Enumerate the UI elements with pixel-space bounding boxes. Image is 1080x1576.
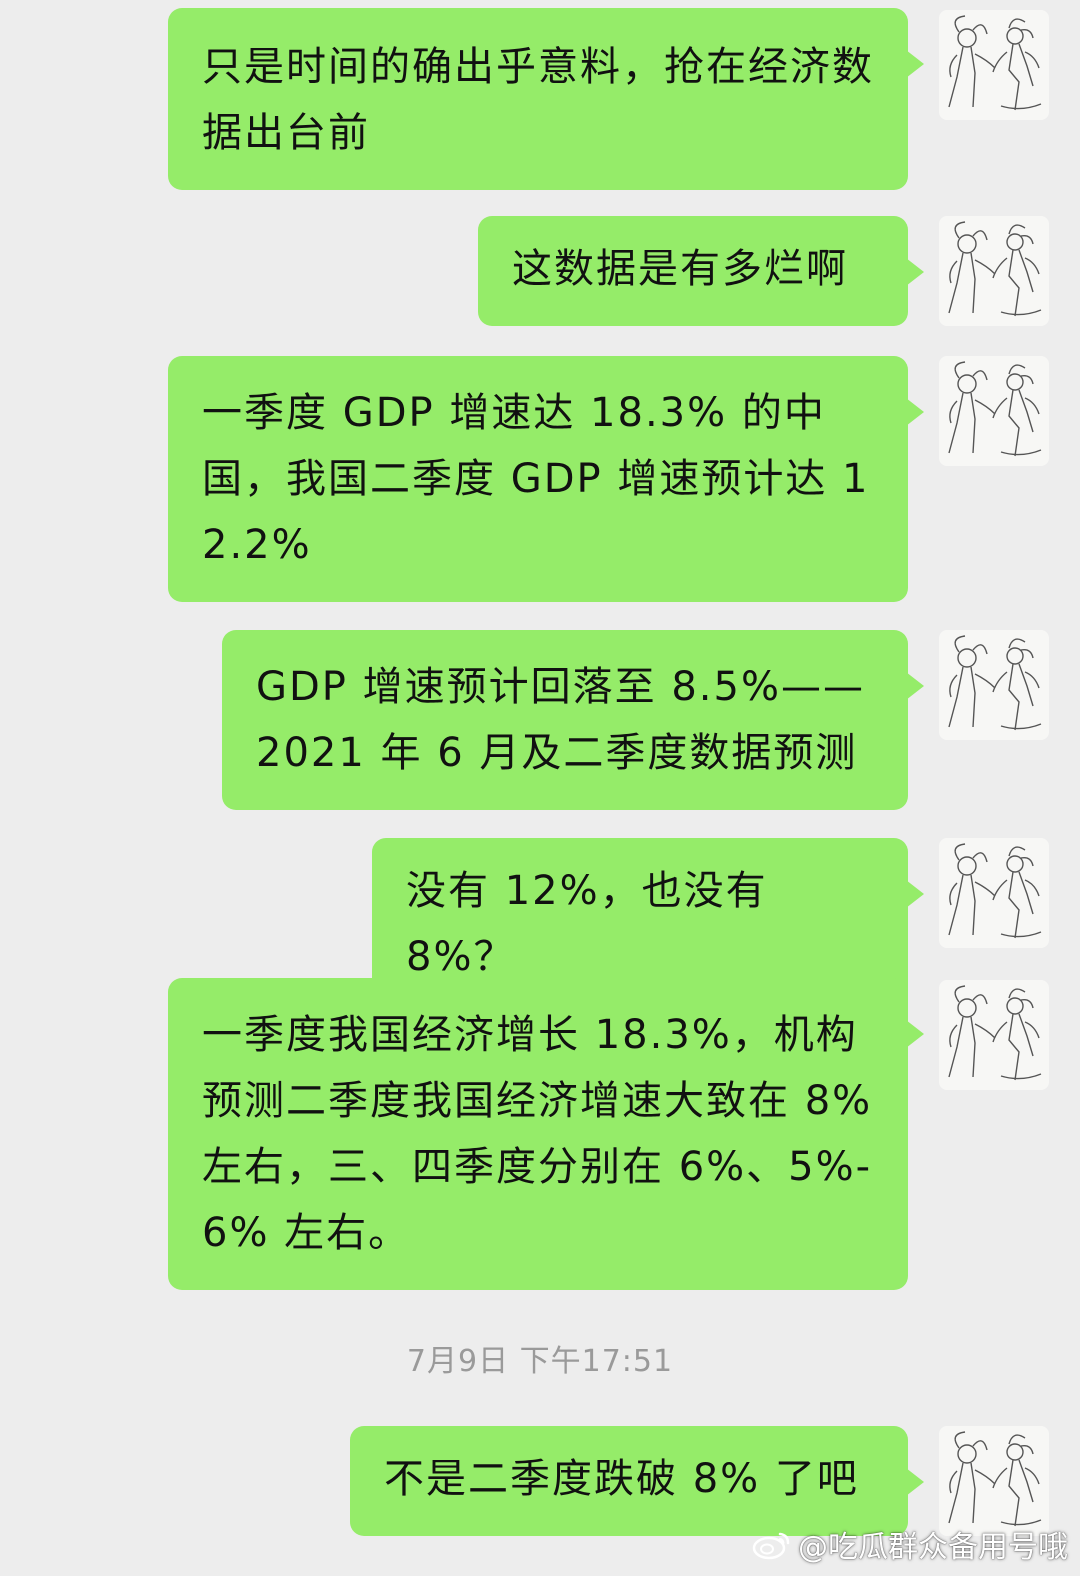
avatar[interactable] bbox=[939, 216, 1049, 326]
message-text: 一季度 GDP 增速达 18.3% 的中国，我国二季度 GDP 增速预计达 12… bbox=[202, 390, 870, 568]
avatar-sketch-icon bbox=[948, 15, 1042, 111]
avatar-sketch-icon bbox=[948, 361, 1042, 457]
message-bubble[interactable]: 这数据是有多烂啊 bbox=[478, 216, 924, 326]
message-outgoing: 一季度 GDP 增速达 18.3% 的中国，我国二季度 GDP 增速预计达 12… bbox=[168, 356, 924, 602]
avatar[interactable] bbox=[939, 10, 1049, 120]
message-bubble[interactable]: 一季度 GDP 增速达 18.3% 的中国，我国二季度 GDP 增速预计达 12… bbox=[168, 356, 924, 602]
chat-timestamp: 7月9日 下午17:51 bbox=[406, 1344, 674, 1379]
message-text: 这数据是有多烂啊 bbox=[512, 246, 848, 292]
avatar[interactable] bbox=[939, 838, 1049, 948]
watermark-text: @吃瓜群众备用号哦 bbox=[798, 1530, 1068, 1565]
avatar[interactable] bbox=[939, 630, 1049, 740]
avatar-sketch-icon bbox=[948, 985, 1042, 1081]
message-text: 不是二季度跌破 8% 了吧 bbox=[384, 1456, 859, 1502]
avatar-sketch-icon bbox=[948, 1431, 1042, 1527]
message-outgoing: 不是二季度跌破 8% 了吧 bbox=[350, 1426, 924, 1536]
avatar-sketch-icon bbox=[948, 843, 1042, 939]
avatar-sketch-icon bbox=[948, 635, 1042, 731]
message-text: 一季度我国经济增长 18.3%，机构预测二季度我国经济增速大致在 8% 左右，三… bbox=[202, 1012, 873, 1256]
avatar-sketch-icon bbox=[948, 221, 1042, 317]
message-outgoing: 一季度我国经济增长 18.3%，机构预测二季度我国经济增速大致在 8% 左右，三… bbox=[168, 978, 924, 1290]
message-outgoing: 只是时间的确出乎意料，抢在经济数据出台前 bbox=[168, 8, 924, 190]
avatar[interactable] bbox=[939, 356, 1049, 466]
message-outgoing: GDP 增速预计回落至 8.5%——2021 年 6 月及二季度数据预测 bbox=[222, 630, 924, 810]
message-text: 没有 12%，也没有 8%？ bbox=[406, 868, 768, 980]
avatar[interactable] bbox=[939, 980, 1049, 1090]
message-text: GDP 增速预计回落至 8.5%——2021 年 6 月及二季度数据预测 bbox=[256, 664, 865, 776]
weibo-watermark: @吃瓜群众备用号哦 bbox=[752, 1522, 1068, 1566]
message-bubble[interactable]: 一季度我国经济增长 18.3%，机构预测二季度我国经济增速大致在 8% 左右，三… bbox=[168, 978, 924, 1290]
message-bubble[interactable]: GDP 增速预计回落至 8.5%——2021 年 6 月及二季度数据预测 bbox=[222, 630, 924, 810]
message-bubble[interactable]: 只是时间的确出乎意料，抢在经济数据出台前 bbox=[168, 8, 924, 190]
avatar[interactable] bbox=[939, 1426, 1049, 1536]
message-bubble[interactable]: 不是二季度跌破 8% 了吧 bbox=[350, 1426, 924, 1536]
message-outgoing: 这数据是有多烂啊 bbox=[478, 216, 924, 326]
weibo-logo-icon bbox=[752, 1528, 792, 1560]
message-text: 只是时间的确出乎意料，抢在经济数据出台前 bbox=[202, 44, 874, 156]
